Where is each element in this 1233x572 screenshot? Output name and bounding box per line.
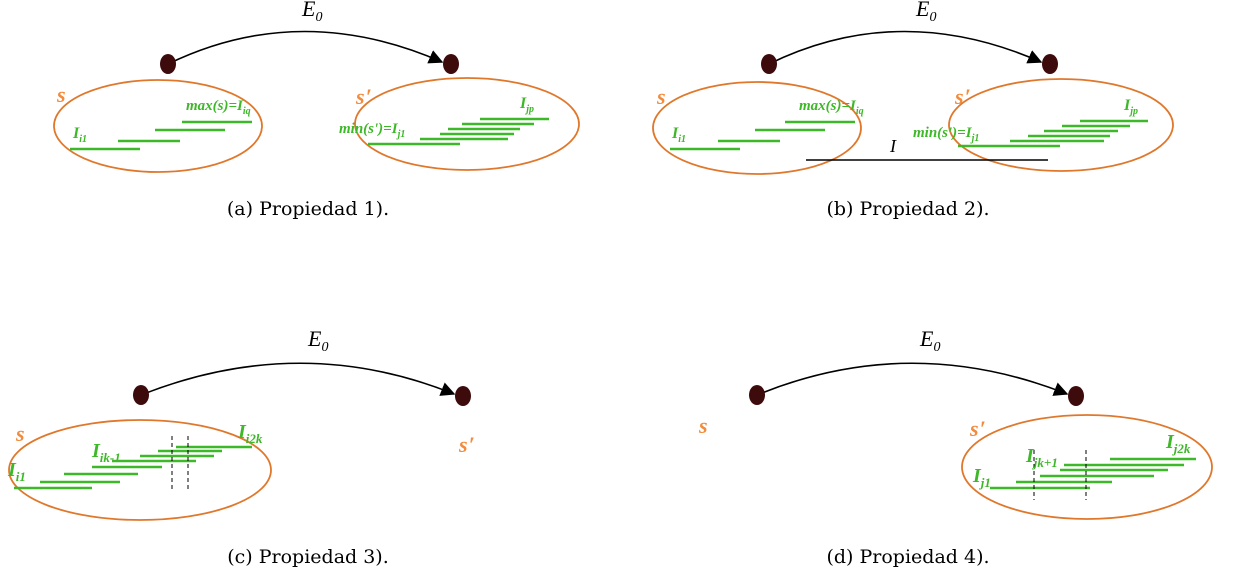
label-first-interval: Ii1 [671, 125, 686, 145]
label-mid-interval: Ijk+1 [1025, 445, 1058, 470]
intervals-s-prime [958, 119, 1148, 148]
edge-arrow [167, 30, 444, 65]
set-s-prime-ellipse [948, 78, 1174, 172]
edge-label: E0 [307, 326, 328, 355]
edge-arrow [768, 30, 1043, 65]
interval-I-label: I [889, 136, 897, 156]
label-max-s: max(s)=Iiq [799, 98, 864, 117]
node-s-prime [1068, 386, 1084, 406]
label-min-s-prime: min(s')=Ij1 [339, 121, 405, 140]
set-s-prime-ellipse [961, 414, 1213, 520]
set-s-ellipse [652, 81, 862, 175]
set-s-label: s [56, 82, 66, 107]
node-s [133, 385, 149, 405]
intervals-s [670, 120, 855, 151]
set-s-ellipse [8, 419, 272, 521]
set-s-prime-label: s′ [954, 84, 971, 109]
label-mid-interval: Iik-1 [91, 440, 121, 465]
intervals-s [14, 445, 252, 490]
set-s-label: s [15, 421, 25, 446]
caption: (a) Propiedad 1). [227, 198, 389, 220]
edge-label: E0 [301, 0, 322, 25]
label-first-interval: Ij1 [972, 465, 991, 490]
label-last-interval: Ijp [519, 95, 534, 115]
caption: (d) Propiedad 4). [826, 546, 989, 568]
intervals-s-prime [368, 117, 549, 146]
intervals-s [70, 120, 252, 151]
label-last-interval: Ijp [1123, 97, 1138, 117]
node-s [749, 385, 765, 405]
edge-arrow [756, 362, 1069, 396]
label-last-interval: Ii2k [237, 421, 263, 446]
node-s-prime [443, 54, 459, 74]
set-s-prime-label: s′ [355, 84, 372, 109]
edge-label: E0 [919, 326, 940, 355]
node-s [761, 54, 777, 74]
caption: (c) Propiedad 3). [227, 546, 389, 568]
set-s-ellipse [53, 79, 263, 173]
set-s-prime-label: s′ [458, 432, 475, 457]
node-s-prime [455, 386, 471, 406]
set-s-prime-ellipse [354, 77, 580, 171]
label-first-interval: Ii1 [7, 459, 26, 484]
intervals-s-prime [990, 457, 1196, 490]
label-min-s-prime: min(s')=Ij1 [913, 125, 979, 144]
edge-label: E0 [915, 0, 936, 25]
panel-c: E0 s s′ Ii1 Iik-1 Ii2k (c) Propiedad 3). [7, 326, 475, 568]
node-s [160, 54, 176, 74]
panel-b: E0 s s′ Ii1 max(s)=Iiq min(s')=Ij1 Ijp I… [652, 0, 1174, 220]
label-last-interval: Ij2k [1165, 431, 1191, 456]
caption: (b) Propiedad 2). [826, 198, 989, 220]
label-first-interval: Ii1 [72, 125, 87, 145]
label-max-s: max(s)=Iiq [186, 98, 251, 117]
set-s-label: s [698, 413, 708, 438]
panel-d: E0 s s′ Ij1 Ijk+1 Ij2k (d) Propiedad 4). [698, 326, 1213, 568]
set-s-label: s [656, 84, 666, 109]
edge-arrow [140, 362, 456, 396]
set-s-prime-label: s′ [969, 416, 986, 441]
node-s-prime [1042, 54, 1058, 74]
panel-a: E0 s s′ Ii1 max(s)=Iiq min(s')=Ij1 Ijp (… [53, 0, 580, 220]
